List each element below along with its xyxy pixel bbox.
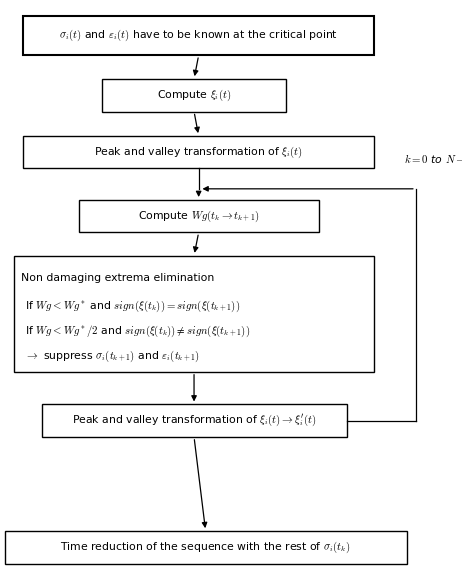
FancyBboxPatch shape — [23, 136, 374, 168]
Text: Compute $\xi_i(t)$: Compute $\xi_i(t)$ — [157, 88, 231, 103]
FancyBboxPatch shape — [14, 256, 374, 372]
FancyBboxPatch shape — [102, 79, 286, 112]
FancyBboxPatch shape — [42, 404, 346, 437]
Text: If $Wg < Wg^*/2$ and $sign(\xi(t_k)) \neq sign(\xi(t_{k+1}))$: If $Wg < Wg^*/2$ and $sign(\xi(t_k)) \ne… — [25, 324, 250, 339]
Text: Peak and valley transformation of $\xi_i(t) \to \xi_i'(t)$: Peak and valley transformation of $\xi_i… — [72, 413, 316, 428]
Text: $\to$ suppress $\sigma_i(t_{k+1})$ and $\varepsilon_i(t_{k+1})$: $\to$ suppress $\sigma_i(t_{k+1})$ and $… — [25, 349, 201, 364]
Text: Compute $Wg(t_k \to t_{k+1})$: Compute $Wg(t_k \to t_{k+1})$ — [138, 209, 260, 224]
FancyBboxPatch shape — [79, 200, 319, 232]
Text: $k = 0$ to $N-1$: $k = 0$ to $N-1$ — [404, 152, 462, 165]
FancyBboxPatch shape — [23, 16, 374, 55]
Text: If $Wg < Wg^*$ and $sign(\xi(t_k)) = sign(\xi(t_{k+1}))$: If $Wg < Wg^*$ and $sign(\xi(t_k)) = sig… — [25, 299, 241, 314]
Text: Non damaging extrema elimination: Non damaging extrema elimination — [21, 272, 214, 283]
Text: $\sigma_i(t)$ and $\varepsilon_i(t)$ have to be known at the critical point: $\sigma_i(t)$ and $\varepsilon_i(t)$ hav… — [59, 28, 338, 43]
FancyBboxPatch shape — [5, 531, 407, 564]
Text: Time reduction of the sequence with the rest of $\sigma_i(t_k)$: Time reduction of the sequence with the … — [61, 540, 351, 555]
Text: Peak and valley transformation of $\xi_i(t)$: Peak and valley transformation of $\xi_i… — [94, 145, 303, 160]
